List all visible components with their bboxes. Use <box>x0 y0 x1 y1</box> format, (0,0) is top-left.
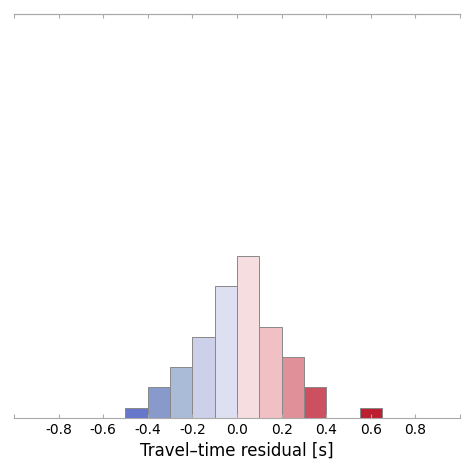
Bar <box>259 327 282 418</box>
Bar <box>192 337 215 418</box>
Bar <box>170 367 192 418</box>
X-axis label: Travel–time residual [s]: Travel–time residual [s] <box>140 442 334 460</box>
Bar <box>148 387 170 418</box>
Bar <box>126 408 148 418</box>
Bar <box>304 387 326 418</box>
Bar <box>360 408 382 418</box>
Bar <box>215 286 237 418</box>
Bar <box>237 256 259 418</box>
Bar <box>282 357 304 418</box>
